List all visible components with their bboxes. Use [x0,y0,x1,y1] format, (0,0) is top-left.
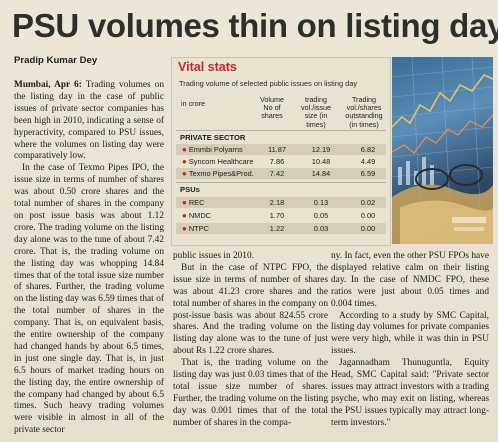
divider [176,130,386,131]
stock-chart-illustration [392,57,493,244]
table-row: ● Emmbi Polyarns 11.87 12.19 6.82 [176,144,386,155]
stock-chart-photo [392,57,493,244]
paragraph: ny. In fact, even the other PSU FPOs hav… [331,251,489,309]
table-row: ● Syncom Healthcare 7.86 10.48 4.49 [182,157,376,166]
paragraph: Jagannadham Thunuguntla, Equity Head, SM… [331,358,489,428]
headline: PSU volumes thin on listing day [12,7,498,44]
stats-unit: in crore [181,99,205,108]
stats-title: Vital stats [178,60,237,74]
paragraph: But in the case of NTPC FPO, the issue s… [173,262,328,357]
bullet-icon: ● [182,224,187,233]
table-row: ● NTPC 1.22 0.03 0.00 [176,223,386,234]
bullet-icon: ● [182,211,187,220]
bullet-icon: ● [182,157,187,166]
paragraph: According to a study by SMC Capital, lis… [331,310,489,357]
table-row: ● NMDC 1.70 0.05 0.00 [182,211,376,220]
section-label-psu: PSUs [180,185,200,194]
paragraph: public issues in 2010. [173,251,254,261]
byline: Pradip Kumar Dey [14,55,98,66]
paragraph: That is, the trading volume on the listi… [173,358,328,428]
section-label-private: PRIVATE SECTOR [180,133,246,142]
bullet-icon: ● [182,145,187,154]
divider [176,182,386,183]
dateline: Mumbai, Apr 6: [14,80,82,90]
article-column-3: ny. In fact, even the other PSU FPOs hav… [331,251,489,430]
article-column-2: public issues in 2010. But in the case o… [173,251,328,430]
column-header: Volume No of shares [260,95,284,121]
stats-subtitle: Trading volume of selected public issues… [179,79,358,88]
bullet-icon: ● [182,169,187,178]
paragraph: Mumbai, Apr 6: Trading volumes on the li… [14,80,164,162]
article-column-1: Mumbai, Apr 6: Trading volumes on the li… [14,80,164,437]
column-header: trading vol./issue size (in times) [301,95,331,129]
table-row: ● REC 2.18 0.13 0.02 [176,197,386,208]
column-header: Trading vol./shares outstanding (in time… [345,95,383,129]
paragraph: In the case of Texmo Pipes IPO, the issu… [14,163,164,436]
vital-stats-box: Vital stats Trading volume of selected p… [171,57,391,246]
bullet-icon: ● [182,198,187,207]
table-row: ● Texmo Pipes&Prod. 7.42 14.84 6.59 [176,168,386,179]
